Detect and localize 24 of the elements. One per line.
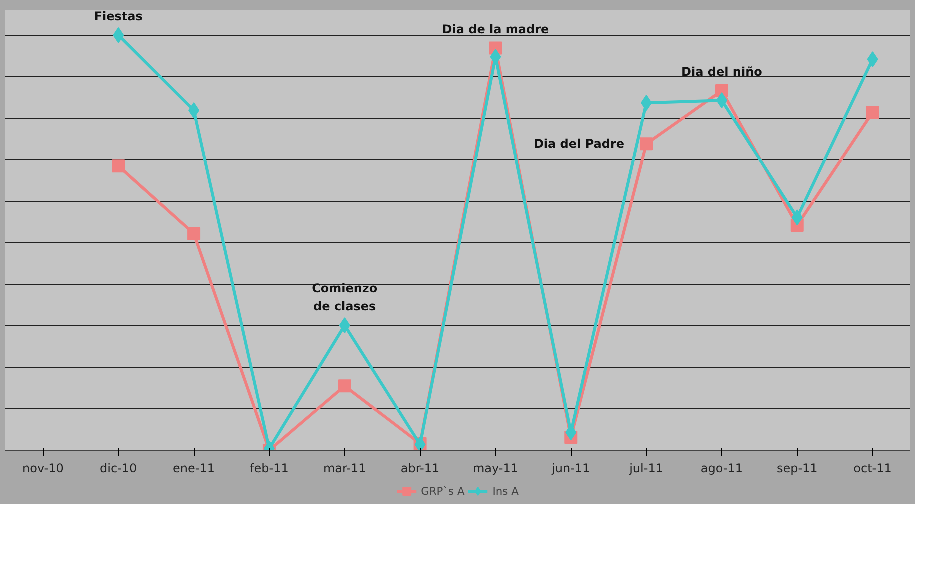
x-tick-label: oct-11 bbox=[854, 462, 892, 476]
annotation: Comienzo de clases bbox=[312, 281, 378, 314]
legend-label: Ins A bbox=[492, 484, 519, 498]
x-tick-label: mar-11 bbox=[323, 462, 366, 476]
annotation: Dia del niño bbox=[682, 65, 762, 80]
x-tick-label: jun-11 bbox=[551, 462, 590, 476]
x-tick-label: dic-10 bbox=[100, 462, 138, 476]
x-tick-label: abr-11 bbox=[400, 462, 440, 476]
legend-label: GRP`s A bbox=[421, 484, 465, 498]
x-tick-label: nov-10 bbox=[22, 462, 64, 476]
point bbox=[188, 227, 201, 240]
x-tick-label: ene-11 bbox=[173, 462, 216, 476]
point bbox=[338, 380, 352, 393]
point bbox=[640, 138, 654, 151]
x-tick-label: jul-11 bbox=[628, 462, 664, 476]
x-tick-label: ago-11 bbox=[700, 462, 744, 476]
annotation: Fiestas bbox=[94, 9, 143, 24]
annotation: Dia del Padre bbox=[534, 137, 625, 152]
x-tick-label: sep-11 bbox=[776, 462, 818, 476]
x-tick-label: may-11 bbox=[472, 462, 518, 476]
x-tick-label: feb-11 bbox=[250, 462, 289, 476]
point bbox=[866, 106, 880, 120]
point bbox=[112, 160, 126, 173]
annotation: Dia de la madre bbox=[442, 22, 550, 36]
